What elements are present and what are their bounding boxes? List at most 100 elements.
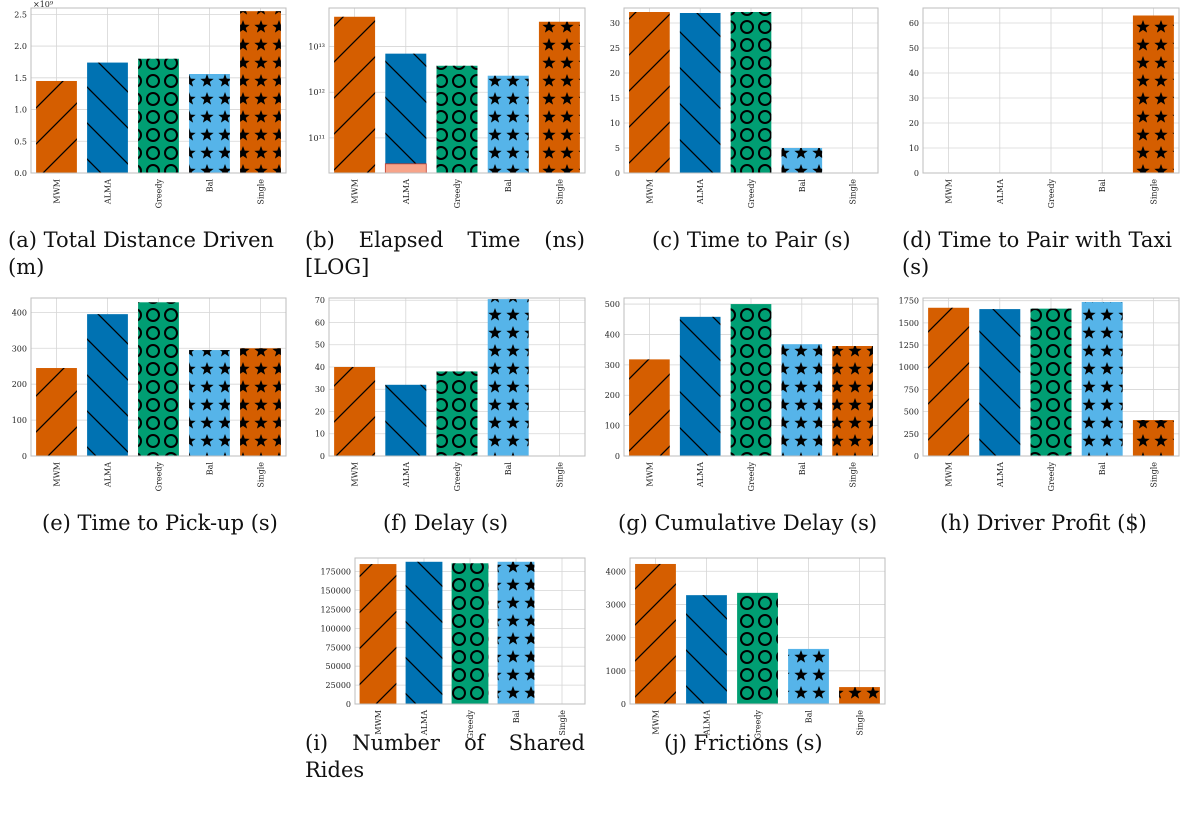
bar-hatch-alma	[87, 62, 128, 174]
bar-hatch-alma	[385, 53, 427, 173]
y-tick-label: 400	[12, 308, 27, 317]
caption-g-line-1: (g) Cumulative Delay (s)	[618, 511, 878, 535]
x-tick-label: Greedy	[155, 179, 164, 209]
caption-j-line-1: (j) Frictions (s)	[664, 731, 823, 755]
bar-hatch-bal	[189, 74, 230, 173]
y-tick-label: 10¹³	[308, 43, 325, 52]
inner-bar-alma	[384, 163, 427, 174]
x-tick-label: MWM	[53, 179, 62, 204]
x-tick-label: Greedy	[747, 462, 756, 492]
y-tick-label: 300	[605, 361, 620, 370]
caption-a-line-1: (a) Total Distance Driven	[8, 228, 275, 252]
bar-hatch-mwm	[36, 368, 77, 456]
bar-hatch-alma	[385, 384, 427, 456]
bar-hatch-alma	[686, 595, 727, 704]
plot-frame	[623, 7, 879, 174]
caption-i: (i) Number of Shared Rides	[305, 730, 585, 784]
y-tick-label: 100	[12, 416, 27, 425]
y-tick-label: 0	[615, 169, 620, 178]
caption-b: (b) Elapsed Time (ns) [LOG]	[305, 227, 585, 281]
x-tick-label: Bal	[798, 179, 807, 193]
y-tick-label: 10¹¹	[308, 134, 325, 143]
chart-d: 0 10 20 30 40 50 60 MWM ALMA Greedy Bal Single	[909, 7, 1180, 209]
y-tick-label: 0	[914, 169, 919, 178]
chart-e: 0 100 200 300 400 MWM ALMA Greedy Bal Single	[12, 297, 287, 491]
bar-hatch-greedy	[451, 563, 489, 704]
bar-hatch-mwm	[635, 563, 676, 704]
y-tick-label: 15	[610, 94, 620, 103]
bar-hatch-bal	[788, 648, 829, 704]
y-tick-label: 10¹²	[308, 88, 325, 97]
x-tick-label: MWM	[351, 179, 360, 204]
y-tick-label: 2.0	[14, 42, 27, 51]
y-tick-label: 75000	[326, 643, 351, 652]
caption-b-line-1: (b) Elapsed Time (ns)	[305, 228, 585, 252]
y-tick-label: 40	[315, 363, 325, 372]
x-tick-label: Greedy	[747, 179, 756, 209]
bar-hatch-single	[1132, 420, 1174, 456]
chart-b: 10¹¹ 10¹² 10¹³ MWM ALMA Greedy Bal Single	[308, 7, 586, 208]
x-tick-label: ALMA	[996, 462, 1005, 488]
caption-d-line-2: (s)	[902, 255, 930, 279]
bar-hatch-bal	[1081, 301, 1123, 456]
x-tick-label: Single	[849, 179, 858, 205]
x-tick-label: ALMA	[696, 179, 705, 205]
y-tick-label: 20	[610, 69, 620, 78]
bar-hatch-single	[538, 21, 580, 174]
y-tick-label: 175000	[320, 568, 351, 577]
y-tick-label: 70	[315, 296, 325, 305]
bar-hatch-bal	[189, 350, 230, 456]
x-tick-label: ALMA	[104, 462, 113, 488]
bar-hatch-greedy	[436, 371, 478, 456]
bar-hatch-single	[1132, 15, 1174, 173]
bar-hatch-bal	[487, 299, 529, 456]
plot-frame	[328, 297, 586, 457]
bar-hatch-greedy	[730, 304, 772, 456]
x-tick-label: Bal	[504, 462, 513, 476]
y-tick-label: 60	[315, 318, 325, 327]
x-tick-label: Single	[856, 710, 865, 736]
caption-h-line-1: (h) Driver Profit ($)	[940, 511, 1147, 535]
y-tick-label: 20	[909, 119, 919, 128]
chart-f: 0 10 20 30 40 50 60 70 MWM ALMA Greedy Bal Single	[315, 296, 586, 492]
chart-j: 0 1000 2000 3000 4000 MWM ALMA Greedy Bal Single	[606, 557, 886, 739]
chart-i: 0 25000 50000 75000 100000 125000 150000 175000…	[320, 557, 586, 739]
caption-f-line-1: (f) Delay (s)	[383, 511, 509, 535]
x-tick-label: Single	[1149, 179, 1158, 205]
x-tick-label: Greedy	[453, 462, 462, 492]
x-tick-label: MWM	[645, 179, 654, 204]
y-tick-label: 250	[904, 430, 919, 439]
y-tick-label: 30	[610, 19, 620, 28]
caption-g: (g) Cumulative Delay (s)	[618, 510, 898, 537]
x-tick-label: ALMA	[420, 710, 429, 736]
bar-hatch-bal	[497, 561, 535, 704]
plot-frame	[30, 297, 287, 457]
y-tick-label: 0	[914, 452, 919, 461]
bar-hatch-bal	[781, 344, 823, 456]
bar-hatch-bal	[781, 148, 823, 173]
bar-hatch-greedy	[138, 58, 179, 174]
offset-label: ×10⁹	[33, 0, 54, 9]
y-tick-label: 4000	[606, 567, 626, 576]
x-tick-label: Bal	[206, 179, 215, 193]
plot-frame	[629, 557, 886, 705]
x-tick-label: ALMA	[402, 462, 411, 488]
y-tick-label: 0.5	[14, 137, 27, 146]
x-tick-label: Bal	[206, 462, 215, 476]
plot-frame	[354, 557, 586, 705]
bar-hatch-mwm	[334, 16, 376, 174]
x-tick-label: Greedy	[1047, 179, 1056, 209]
y-tick-label: 30	[909, 94, 919, 103]
chart-c: 0 5 10 15 20 25 30 MWM ALMA Greedy Bal Single	[610, 7, 879, 209]
x-tick-label: Single	[555, 462, 564, 488]
y-tick-label: 300	[12, 344, 27, 353]
y-tick-label: 0.0	[14, 169, 27, 178]
y-tick-label: 200	[12, 380, 27, 389]
caption-i-line-2: Rides	[305, 758, 365, 782]
bar-hatch-single	[832, 346, 873, 456]
x-tick-label: Bal	[798, 462, 807, 476]
x-tick-label: Bal	[1098, 462, 1107, 476]
x-tick-label: Single	[849, 462, 858, 488]
x-tick-label: MWM	[53, 462, 62, 487]
chart-a: 0.0 0.5 1.0 1.5 2.0 2.5 MWM ALMA Greedy Bal Single…	[14, 0, 287, 209]
